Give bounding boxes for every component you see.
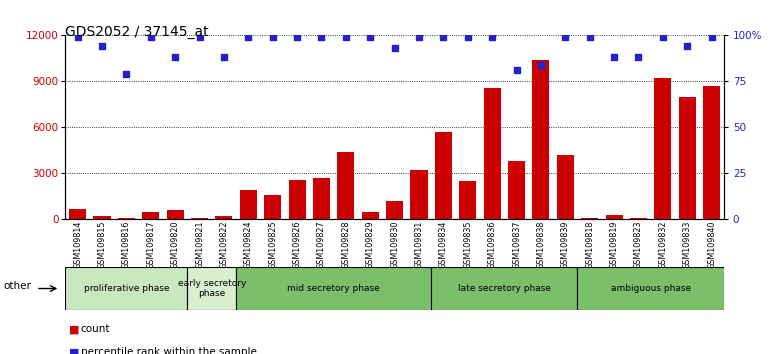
Bar <box>386 201 403 219</box>
Bar <box>118 218 135 219</box>
Bar <box>630 218 647 219</box>
Text: GSM109826: GSM109826 <box>293 221 302 269</box>
Text: GSM109832: GSM109832 <box>658 221 668 269</box>
Point <box>291 34 303 40</box>
Text: proliferative phase: proliferative phase <box>84 284 169 293</box>
Text: ■: ■ <box>69 324 80 334</box>
Text: GSM109827: GSM109827 <box>317 221 326 269</box>
Point <box>120 71 132 77</box>
Bar <box>703 86 720 219</box>
Text: GSM109838: GSM109838 <box>537 221 545 269</box>
Bar <box>557 155 574 219</box>
Text: GSM109824: GSM109824 <box>244 221 253 269</box>
Text: GSM109830: GSM109830 <box>390 221 399 269</box>
Text: GSM109833: GSM109833 <box>683 221 691 269</box>
Bar <box>410 170 427 219</box>
Bar <box>459 181 477 219</box>
Bar <box>142 212 159 219</box>
Bar <box>578 267 724 310</box>
Text: GSM109814: GSM109814 <box>73 221 82 269</box>
Text: GSM109820: GSM109820 <box>171 221 179 269</box>
Bar <box>337 152 354 219</box>
Point <box>584 34 596 40</box>
Point <box>486 34 498 40</box>
Point <box>681 44 693 49</box>
Point <box>95 44 108 49</box>
Point <box>364 34 377 40</box>
Point <box>145 34 157 40</box>
Text: mid secretory phase: mid secretory phase <box>287 284 380 293</box>
Point <box>266 34 279 40</box>
Bar <box>236 267 431 310</box>
Bar <box>581 218 598 219</box>
Point <box>437 34 450 40</box>
Text: GSM109825: GSM109825 <box>268 221 277 269</box>
Text: GSM109815: GSM109815 <box>98 221 106 269</box>
Bar <box>435 132 452 219</box>
Text: GSM109822: GSM109822 <box>219 221 229 269</box>
Point <box>413 34 425 40</box>
Text: GDS2052 / 37145_at: GDS2052 / 37145_at <box>65 25 209 39</box>
Bar <box>654 78 671 219</box>
Point <box>461 34 474 40</box>
Bar <box>93 216 111 219</box>
Text: GSM109834: GSM109834 <box>439 221 448 269</box>
Text: GSM109817: GSM109817 <box>146 221 156 269</box>
Text: GSM109829: GSM109829 <box>366 221 375 269</box>
Text: GSM109839: GSM109839 <box>561 221 570 269</box>
Point <box>72 34 84 40</box>
Text: ■: ■ <box>69 347 80 354</box>
Point <box>608 55 620 60</box>
Bar <box>508 161 525 219</box>
Point <box>511 68 523 73</box>
Bar <box>431 267 578 310</box>
Point <box>315 34 327 40</box>
Bar <box>313 178 330 219</box>
Text: GSM109835: GSM109835 <box>464 221 472 269</box>
Bar <box>362 212 379 219</box>
Point <box>657 34 669 40</box>
Point <box>534 62 547 68</box>
Text: GSM109836: GSM109836 <box>487 221 497 269</box>
Bar <box>216 216 233 219</box>
Text: early secretory
phase: early secretory phase <box>178 279 246 298</box>
Bar <box>239 190 257 219</box>
Text: percentile rank within the sample: percentile rank within the sample <box>81 347 256 354</box>
Bar <box>187 267 236 310</box>
Text: GSM109823: GSM109823 <box>634 221 643 269</box>
Point <box>388 45 400 51</box>
Bar <box>289 179 306 219</box>
Text: count: count <box>81 324 110 334</box>
Point <box>169 55 181 60</box>
Text: GSM109828: GSM109828 <box>341 221 350 269</box>
Point <box>340 34 352 40</box>
Text: GSM109821: GSM109821 <box>195 221 204 269</box>
Bar <box>678 97 696 219</box>
Text: GSM109840: GSM109840 <box>707 221 716 269</box>
Bar <box>191 218 208 219</box>
Bar <box>532 60 550 219</box>
Text: GSM109837: GSM109837 <box>512 221 521 269</box>
Text: GSM109816: GSM109816 <box>122 221 131 269</box>
Text: late secretory phase: late secretory phase <box>458 284 551 293</box>
Text: GSM109819: GSM109819 <box>610 221 618 269</box>
Point <box>632 55 644 60</box>
Bar <box>69 209 86 219</box>
Text: other: other <box>4 281 32 291</box>
Point <box>193 34 206 40</box>
Bar <box>605 215 623 219</box>
Point <box>218 55 230 60</box>
Text: GSM109831: GSM109831 <box>414 221 424 269</box>
Bar <box>65 267 187 310</box>
Text: ambiguous phase: ambiguous phase <box>611 284 691 293</box>
Point <box>559 34 571 40</box>
Point <box>705 34 718 40</box>
Text: GSM109818: GSM109818 <box>585 221 594 269</box>
Bar <box>484 87 500 219</box>
Bar <box>264 195 281 219</box>
Bar <box>166 210 184 219</box>
Point <box>242 34 254 40</box>
